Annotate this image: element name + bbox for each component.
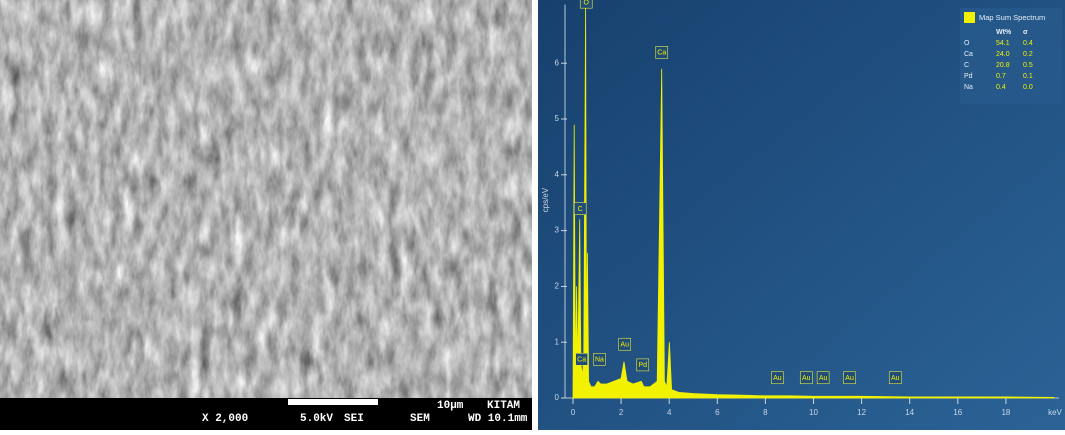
table-element: O [964, 40, 970, 47]
peak-label: Au [891, 375, 900, 382]
sem-image: X 2,000 5.0kV SEI 10µm KITAM SEM WD 10.1… [0, 0, 532, 430]
peak-label: Au [819, 375, 828, 382]
y-tick-label: 3 [555, 226, 560, 235]
y-tick-label: 0 [555, 393, 560, 402]
table-cell: 24.0 [996, 51, 1010, 58]
table-cell: 0.4 [996, 84, 1006, 91]
table-element: Pd [964, 73, 973, 80]
table-header: σ [1023, 29, 1028, 36]
y-axis-label: cps/eV [541, 187, 550, 212]
y-tick-label: 4 [555, 170, 560, 179]
table-element: Na [964, 84, 973, 91]
x-tick-label: 6 [715, 408, 720, 417]
table-cell: 0.7 [996, 73, 1006, 80]
y-tick-label: 1 [555, 337, 560, 346]
working-distance: WD 10.1mm [468, 413, 528, 425]
peak-label: Na [595, 357, 604, 364]
peak-label: Pd [638, 362, 647, 369]
peak-label: O [584, 0, 590, 7]
x-tick-label: 0 [571, 408, 576, 417]
magnification: X 2,000 [202, 413, 248, 425]
table-cell: 0.0 [1023, 84, 1033, 91]
scale-bar [288, 399, 378, 405]
table-element: C [964, 62, 969, 69]
y-tick-label: 5 [555, 114, 560, 123]
table-cell: 0.4 [1023, 40, 1033, 47]
mode: SEM [410, 413, 430, 425]
x-axis-label: keV [1048, 408, 1062, 417]
legend-box [960, 8, 1062, 104]
peak-label: Ca [657, 50, 666, 57]
table-cell: 0.2 [1023, 51, 1033, 58]
x-tick-label: 10 [809, 408, 818, 417]
x-tick-label: 16 [953, 408, 962, 417]
x-tick-label: 18 [1001, 408, 1010, 417]
table-header: Wt% [996, 29, 1012, 36]
y-tick-label: 2 [555, 282, 560, 291]
y-tick-label: 6 [555, 58, 560, 67]
table-cell: 0.5 [1023, 62, 1033, 69]
legend-entry: Map Sum Spectrum [979, 13, 1045, 22]
page: {"sem_image": {"magnification": "X 2,000… [0, 0, 1065, 430]
table-cell: 20.8 [996, 62, 1010, 69]
table-cell: 54.1 [996, 40, 1010, 47]
table-element: Ca [964, 51, 973, 58]
peak-label: Au [773, 375, 782, 382]
legend-swatch [964, 12, 975, 23]
table-cell: 0.1 [1023, 73, 1033, 80]
sem-texture [0, 0, 532, 398]
scale-label: 10µm [437, 400, 464, 412]
peak-label: Au [620, 342, 629, 349]
x-tick-label: 12 [857, 408, 866, 417]
x-tick-label: 8 [763, 408, 768, 417]
peak-label: Au [802, 375, 811, 382]
lab-name: KITAM [487, 400, 520, 412]
voltage: 5.0kV [300, 413, 333, 425]
x-tick-label: 4 [667, 408, 672, 417]
peak-label: Au [845, 375, 854, 382]
detector: SEI [344, 413, 364, 425]
figure: X 2,000 5.0kV SEI 10µm KITAM SEM WD 10.1… [0, 0, 1065, 430]
x-tick-label: 14 [905, 408, 914, 417]
peak-label: C [578, 206, 583, 213]
peak-label: Ca [577, 357, 586, 364]
x-tick-label: 2 [619, 408, 624, 417]
